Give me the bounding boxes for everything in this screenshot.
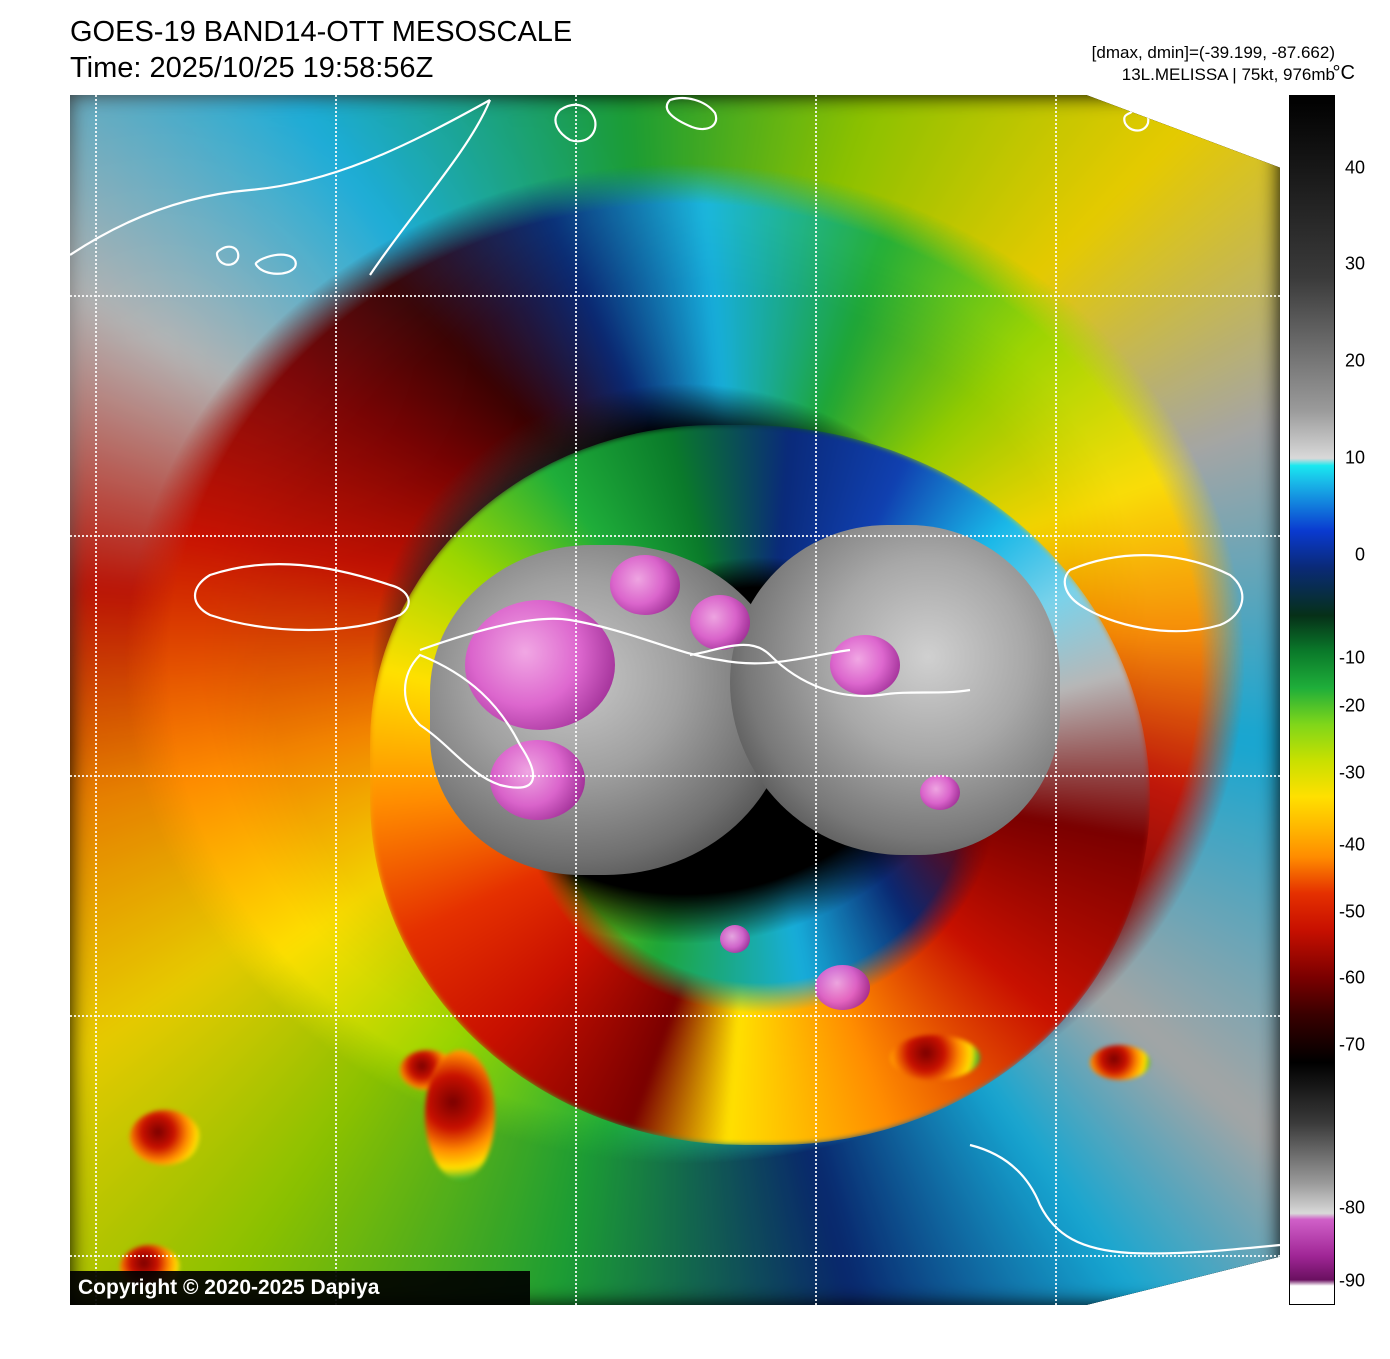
isolated-convective-cell (425, 1050, 495, 1180)
overshooting-top-blob (690, 595, 750, 650)
longitude-gridline (815, 95, 817, 1305)
cb-tick-10: 10 (1345, 448, 1365, 469)
cb-tick-neg70: -70 (1339, 1034, 1365, 1055)
latitude-gridline (70, 535, 1280, 537)
cb-tick-neg80: -80 (1339, 1198, 1365, 1219)
title-block: GOES-19 BAND14-OTT MESOSCALE Time: 2025/… (70, 14, 572, 87)
overshooting-top-blob (920, 775, 960, 810)
dmax-dmin-label: [dmax, dmin]=(-39.199, -87.662) (1092, 42, 1335, 64)
overshooting-top-blob (830, 635, 900, 695)
longitude-gridline (335, 95, 337, 1305)
isolated-convective-cell (890, 1035, 980, 1080)
storm-info-label: 13L.MELISSA | 75kt, 976mb (1092, 64, 1335, 86)
colorbar-gradient (1289, 95, 1335, 1305)
cb-tick-neg50: -50 (1339, 901, 1365, 922)
meta-block: [dmax, dmin]=(-39.199, -87.662) 13L.MELI… (1092, 42, 1335, 86)
unit-label: °C (1333, 62, 1355, 85)
latitude-gridline (70, 1255, 1280, 1257)
longitude-gridline (1055, 95, 1057, 1305)
overshooting-top-blob (815, 965, 870, 1010)
temperature-colorbar[interactable]: 40 30 20 10 0 -10 -20 -30 -40 -50 -60 -7… (1289, 95, 1335, 1305)
isolated-convective-cell (1090, 1045, 1150, 1080)
image-title: GOES-19 BAND14-OTT MESOSCALE (70, 14, 572, 50)
latitude-gridline (70, 295, 1280, 297)
latitude-gridline (70, 775, 1280, 777)
cb-tick-neg20: -20 (1339, 696, 1365, 717)
overshooting-top-blob (465, 600, 615, 730)
longitude-gridline (95, 95, 97, 1305)
latitude-gridline (70, 1015, 1280, 1017)
cb-tick-neg60: -60 (1339, 968, 1365, 989)
overshooting-top-blob (610, 555, 680, 615)
cb-tick-neg40: -40 (1339, 835, 1365, 856)
copyright-banner: Copyright © 2020-2025 Dapiya (70, 1271, 530, 1305)
overshooting-top-blob (490, 740, 585, 820)
cb-tick-neg30: -30 (1339, 762, 1365, 783)
image-timestamp: Time: 2025/10/25 19:58:56Z (70, 50, 572, 86)
cb-tick-40: 40 (1345, 157, 1365, 178)
hurricane-melissa-composite (70, 95, 1280, 1305)
isolated-convective-cell (130, 1110, 200, 1165)
cb-tick-30: 30 (1345, 254, 1365, 275)
cb-tick-20: 20 (1345, 351, 1365, 372)
satellite-image-panel[interactable]: 20°N 18°N 16°N 14°N 12°N 80°W 78°W 76°W … (70, 95, 1280, 1305)
cb-tick-0: 0 (1355, 544, 1365, 565)
copyright-text: Copyright © 2020-2025 Dapiya (78, 1276, 379, 1300)
cb-tick-neg10: -10 (1339, 647, 1365, 668)
overshooting-top-blob (720, 925, 750, 953)
cb-tick-neg90: -90 (1339, 1270, 1365, 1291)
longitude-gridline (575, 95, 577, 1305)
